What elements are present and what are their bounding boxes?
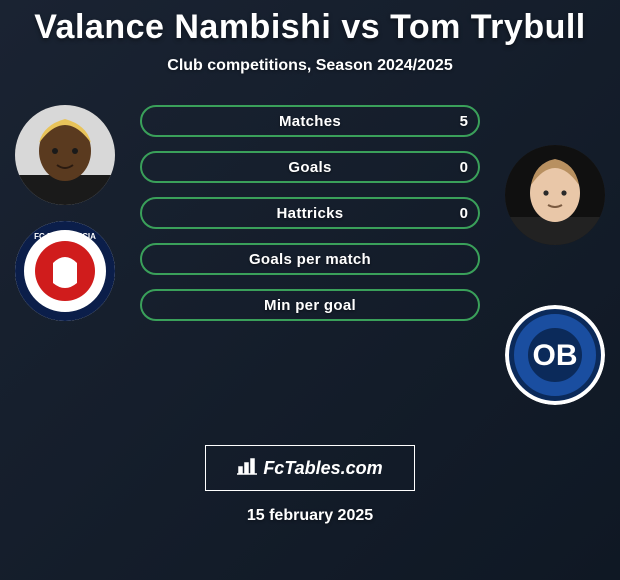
player-right-avatar: [505, 145, 605, 245]
stat-mpg: Min per goal: [140, 289, 480, 321]
stat-gpm: Goals per match: [140, 243, 480, 275]
player-right-svg: [505, 145, 605, 245]
club-right-text: OB: [533, 339, 578, 372]
stat-matches-label: Matches: [279, 113, 341, 130]
stat-hattricks: Hattricks 0: [140, 197, 480, 229]
stat-hattricks-right: 0: [460, 205, 468, 222]
infographic-container: Valance Nambishi vs Tom Trybull Club com…: [0, 0, 620, 580]
player-left-avatar: [15, 105, 115, 205]
stat-mpg-label: Min per goal: [264, 297, 356, 314]
stat-hattricks-label: Hattricks: [277, 205, 344, 222]
footer-brand-text: FcTables.com: [263, 458, 382, 479]
club-right-svg: OB: [505, 305, 605, 405]
stat-matches-right: 5: [460, 113, 468, 130]
footer-date: 15 february 2025: [247, 507, 373, 525]
club-left-badge: FC FREDERICIA: [15, 221, 115, 321]
right-column: OB: [500, 105, 610, 405]
stat-goals-right: 0: [460, 159, 468, 176]
club-left-svg: FC FREDERICIA: [15, 221, 115, 321]
page-title: Valance Nambishi vs Tom Trybull: [34, 8, 586, 47]
stat-goals-label: Goals: [288, 159, 331, 176]
main-row: FC FREDERICIA Matches 5 Goals 0 Hattrick…: [0, 105, 620, 405]
club-left-text: FC FREDERICIA: [34, 232, 96, 241]
page-subtitle: Club competitions, Season 2024/2025: [167, 57, 452, 75]
chart-icon: [237, 457, 257, 480]
stat-matches: Matches 5: [140, 105, 480, 137]
club-right-badge: OB: [505, 305, 605, 405]
player-left-svg: [15, 105, 115, 205]
stats-column: Matches 5 Goals 0 Hattricks 0 Goals per …: [120, 105, 500, 321]
footer-brand-box: FcTables.com: [205, 445, 415, 491]
stat-goals: Goals 0: [140, 151, 480, 183]
stat-gpm-label: Goals per match: [249, 251, 371, 268]
left-column: FC FREDERICIA: [10, 105, 120, 321]
